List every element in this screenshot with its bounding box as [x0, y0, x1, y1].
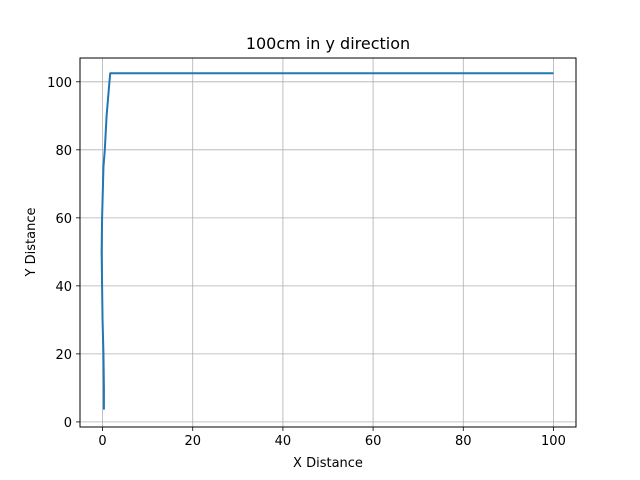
x-axis-ticks: 0 20 40 60 80 100 — [98, 427, 566, 449]
x-tick-label: 40 — [275, 434, 292, 449]
x-tick-label: 20 — [184, 434, 201, 449]
x-tick-label: 100 — [541, 434, 566, 449]
series-group — [100, 72, 554, 410]
y-axis-ticks: 0 20 40 60 80 100 — [47, 76, 80, 431]
grid-lines — [80, 58, 576, 427]
x-axis-label: X Distance — [293, 456, 363, 471]
y-tick-label: 20 — [55, 348, 72, 363]
chart-title: 100cm in y direction — [246, 34, 410, 53]
y-tick-label: 80 — [55, 144, 72, 159]
x-tick-label: 0 — [98, 434, 106, 449]
y-axis-label: Y Distance — [24, 208, 39, 278]
x-tick-label: 80 — [455, 434, 472, 449]
y-tick-label: 40 — [55, 280, 72, 295]
y-tick-label: 0 — [64, 416, 72, 431]
y-tick-label: 60 — [55, 212, 72, 227]
series-line — [100, 72, 554, 410]
x-tick-label: 60 — [365, 434, 382, 449]
y-tick-label: 100 — [47, 76, 72, 91]
plot-frame — [79, 57, 577, 428]
